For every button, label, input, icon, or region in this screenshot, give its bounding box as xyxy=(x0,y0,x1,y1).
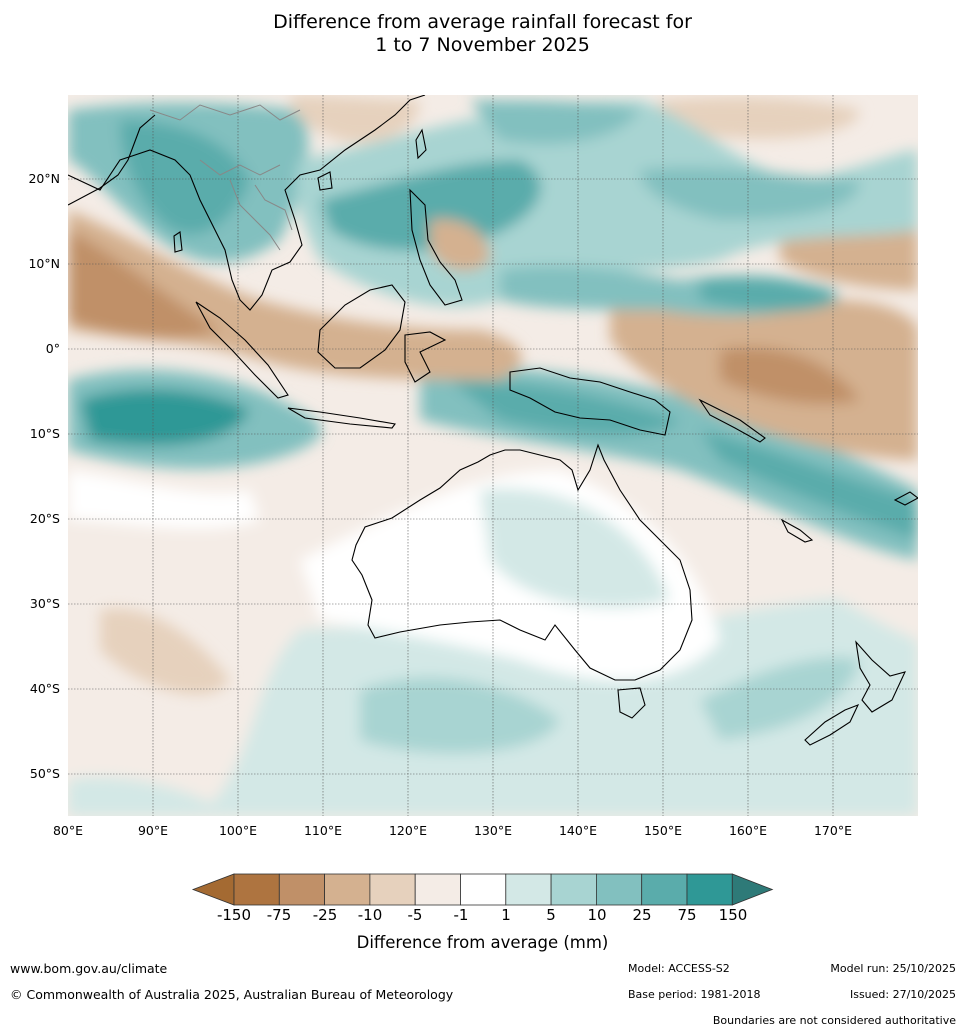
colorbar-label: 10 xyxy=(587,906,607,924)
lat-label-40s: 40°S xyxy=(29,681,60,696)
fiji-coast xyxy=(893,491,918,506)
graticule xyxy=(68,95,918,816)
colorbar xyxy=(191,873,774,906)
lat-label-50s: 50°S xyxy=(29,766,60,781)
lat-label-10s: 10°S xyxy=(29,426,60,441)
model-run-date: Model run: 25/10/2025 xyxy=(830,962,956,975)
coastlines xyxy=(68,95,918,746)
colorbar-label: -1 xyxy=(453,906,469,924)
colorbar-segment xyxy=(505,873,552,906)
lon-label-120e: 120°E xyxy=(388,823,427,838)
new-caledonia-coast xyxy=(780,518,814,543)
lon-label-140e: 140°E xyxy=(558,823,597,838)
colorbar-title: Difference from average (mm) xyxy=(356,933,609,952)
lon-label-160e: 160°E xyxy=(728,823,767,838)
lon-label-90e: 90°E xyxy=(137,823,169,838)
lat-label-30s: 30°S xyxy=(29,596,60,611)
bom-url-link[interactable]: www.bom.gov.au/climate xyxy=(10,961,168,976)
colorbar-segment xyxy=(278,873,325,906)
map-title-line1: Difference from average rainfall forecas… xyxy=(273,11,692,33)
sulawesi-coast xyxy=(404,331,447,383)
lon-label-100e: 100°E xyxy=(218,823,257,838)
colorbar-label: 75 xyxy=(677,906,697,924)
issued-date: Issued: 27/10/2025 xyxy=(849,988,956,1001)
colorbar-segment xyxy=(460,873,507,906)
colorbar-segment xyxy=(641,873,688,906)
india-coast xyxy=(68,114,156,206)
asia-mainland-coast xyxy=(68,95,426,311)
colorbar-segment xyxy=(686,873,733,906)
colorbar-label: -25 xyxy=(312,906,338,924)
solomons-coast xyxy=(698,398,766,443)
lat-label-0: 0° xyxy=(45,341,60,356)
colorbar-segment xyxy=(369,873,416,906)
model-name: Model: ACCESS-S2 xyxy=(628,962,730,975)
colorbar-segment xyxy=(414,873,461,906)
copyright-text: © Commonwealth of Australia 2025, Austra… xyxy=(10,987,454,1002)
philippines-coast xyxy=(409,188,463,306)
hainan-coast xyxy=(317,171,333,191)
lat-label-20s: 20°S xyxy=(29,511,60,526)
country-borders xyxy=(149,104,301,251)
australia-coast xyxy=(351,443,693,681)
lon-label-110e: 110°E xyxy=(303,823,342,838)
colorbar-label: -5 xyxy=(407,906,423,924)
base-period: Base period: 1981-2018 xyxy=(628,988,761,1001)
boundaries-disclaimer: Boundaries are not considered authoritat… xyxy=(712,1014,956,1027)
map-title-line2: 1 to 7 November 2025 xyxy=(375,34,590,56)
colorbar-label: 25 xyxy=(632,906,652,924)
colorbar-label: -10 xyxy=(357,906,383,924)
lon-label-170e: 170°E xyxy=(813,823,852,838)
java-coast xyxy=(287,407,396,429)
colorbar-segment xyxy=(550,873,597,906)
colorbar-segment xyxy=(233,873,280,906)
taiwan-coast xyxy=(415,128,427,160)
borneo-coast xyxy=(317,284,406,369)
colorbar-segment xyxy=(596,873,643,906)
new-zealand-south-coast xyxy=(804,703,860,746)
lon-label-80e: 80°E xyxy=(52,823,84,838)
colorbar-label: 5 xyxy=(546,906,556,924)
new-guinea-coast xyxy=(509,367,671,436)
lon-label-130e: 130°E xyxy=(473,823,512,838)
colorbar-label: -75 xyxy=(266,906,292,924)
sumatra-coast xyxy=(195,301,289,399)
sri-lanka-coast xyxy=(173,231,183,253)
tasmania-coast xyxy=(617,687,646,719)
lon-label-150e: 150°E xyxy=(643,823,682,838)
colorbar-label: -150 xyxy=(216,906,252,924)
colorbar-segment xyxy=(324,873,371,906)
colorbar-label: 150 xyxy=(718,906,748,924)
colorbar-extend-low xyxy=(191,873,235,906)
lat-label-20n: 20°N xyxy=(28,171,60,186)
lat-label-10n: 10°N xyxy=(28,256,60,271)
colorbar-label: 1 xyxy=(501,906,511,924)
colorbar-extend-high xyxy=(731,873,774,906)
new-zealand-north-coast xyxy=(855,640,906,713)
